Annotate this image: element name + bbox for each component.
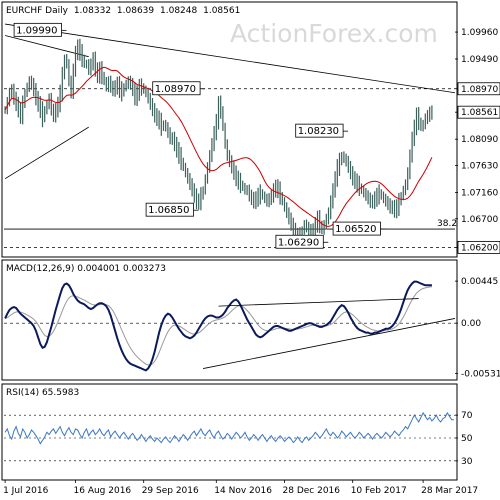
price-high: 1.08639	[117, 6, 154, 16]
price-axis-box	[457, 241, 500, 254]
price-label: 1.08230	[298, 126, 339, 137]
price-label: 1.08970	[155, 84, 196, 95]
price-label-box	[295, 123, 344, 138]
price-low: 1.08248	[160, 6, 197, 16]
rsi-axis-label: 50	[461, 434, 473, 444]
price-axis-label: 1.06700	[461, 215, 498, 225]
price-axis-box	[457, 105, 500, 119]
price-title-symbol: EURCHF Daily	[6, 6, 69, 16]
time-axis-label: 16 Aug 2016	[74, 486, 132, 496]
price-label: 1.06290	[278, 237, 319, 248]
time-axis-label: 28 Dec 2016	[283, 486, 341, 496]
price-axis-label: 1.08561	[461, 108, 498, 118]
price-label-box	[332, 221, 381, 236]
rsi-layer	[4, 411, 455, 462]
rsi-axis-label: 30	[461, 457, 473, 467]
fib-label: 38.2	[437, 219, 457, 229]
price-axis-label: 1.08090	[461, 135, 498, 145]
macd-lower-trendline	[203, 318, 456, 369]
macd-signal-line	[4, 286, 432, 366]
macd-panel-frame	[1, 259, 458, 381]
macd-axis-label: -0.00531	[461, 369, 500, 379]
price-open: 1.08332	[74, 6, 111, 16]
price-axis-label: 1.09490	[461, 55, 498, 65]
macd-axis-label: 0.00	[461, 319, 481, 329]
time-axis-label: 10 Feb 2017	[351, 486, 407, 496]
macd-upper-trendline	[218, 298, 419, 307]
price-label: 1.06520	[335, 224, 376, 235]
triangle-lower-line	[4, 126, 89, 180]
time-axis-label: 28 Mar 2017	[421, 486, 478, 496]
price-axis-box	[457, 82, 500, 96]
time-axis-label: 1 Jul 2016	[3, 486, 48, 496]
macd-title: MACD(12,26,9) 0.004001 0.003273	[6, 264, 166, 274]
moving-average-line	[4, 66, 433, 227]
price-panel-frame	[1, 1, 458, 258]
price-label-box	[275, 234, 324, 249]
price-label: 1.09990	[16, 25, 57, 36]
macd-line	[4, 280, 432, 372]
price-axis-label: 1.08970	[461, 85, 498, 95]
price-axis-label: 1.07630	[461, 162, 498, 172]
price-label: 1.06850	[148, 205, 189, 216]
macd-layer	[4, 280, 456, 372]
price-label-box	[145, 202, 194, 217]
price-close: 1.08561	[203, 6, 240, 16]
rsi-line	[4, 411, 454, 445]
price-label-box	[152, 81, 201, 96]
price-label-box	[13, 22, 62, 37]
time-axis-label: 14 Nov 2016	[214, 486, 272, 496]
axis-layer: 1.09960 1.09490 1.08970 1.08561 1.08090 1.076…	[3, 28, 500, 496]
rsi-panel-frame	[1, 383, 458, 481]
price-axis-label: 1.07160	[461, 188, 498, 198]
price-layer: 38.2 1.09990 1.08970 1.08230 1.06850 1.06520 1…	[4, 22, 457, 249]
rsi-title: RSI(14) 65.5983	[6, 388, 79, 398]
price-axis-label: 1.09960	[461, 28, 498, 38]
rsi-axis-label: 70	[461, 411, 473, 421]
triangle-upper-line	[5, 35, 89, 58]
macd-axis-label: 0.00445	[461, 277, 498, 287]
watermark: ActionForex.com	[230, 19, 438, 48]
resistance-trendline	[5, 23, 456, 94]
time-axis-label: 29 Sep 2016	[142, 486, 199, 496]
price-title: EURCHF Daily 1.08332 1.08639 1.08248 1.0…	[6, 6, 240, 16]
price-axis-label: 1.06200	[461, 243, 498, 253]
